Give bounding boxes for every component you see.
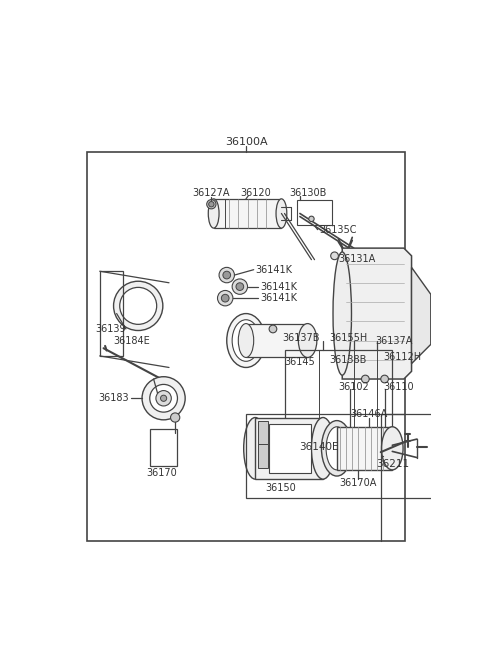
Text: 36135C: 36135C — [319, 224, 357, 235]
Bar — [258, 445, 268, 468]
Circle shape — [309, 216, 314, 222]
Text: 36138B: 36138B — [329, 355, 367, 365]
Bar — [297, 200, 332, 225]
Text: 36211: 36211 — [376, 459, 409, 469]
Circle shape — [223, 271, 230, 279]
Text: 36127A: 36127A — [192, 188, 230, 197]
Circle shape — [236, 283, 244, 291]
Text: 36150: 36150 — [265, 483, 296, 493]
Circle shape — [150, 384, 178, 412]
Text: 36141K: 36141K — [255, 264, 292, 275]
Ellipse shape — [326, 427, 348, 470]
Circle shape — [217, 291, 233, 306]
Text: 36139: 36139 — [95, 324, 126, 334]
Text: 36141K: 36141K — [260, 281, 297, 292]
Text: 36112H: 36112H — [383, 352, 421, 363]
Text: 36184E: 36184E — [114, 335, 150, 346]
Ellipse shape — [208, 199, 219, 228]
Bar — [269, 424, 312, 473]
Ellipse shape — [312, 417, 335, 479]
Bar — [246, 414, 446, 499]
Bar — [255, 417, 323, 479]
Text: 36170A: 36170A — [339, 478, 376, 488]
Circle shape — [209, 201, 214, 207]
Ellipse shape — [382, 427, 403, 470]
Circle shape — [361, 375, 369, 383]
Bar — [86, 152, 406, 541]
Circle shape — [156, 390, 171, 406]
Text: 36140E: 36140E — [300, 441, 339, 452]
Ellipse shape — [299, 323, 317, 358]
Circle shape — [120, 287, 156, 324]
Ellipse shape — [227, 314, 265, 367]
Ellipse shape — [244, 417, 267, 479]
Bar — [258, 421, 268, 445]
Circle shape — [207, 199, 216, 209]
Text: 36130B: 36130B — [289, 188, 326, 197]
Circle shape — [160, 395, 167, 401]
Ellipse shape — [238, 323, 254, 358]
Bar — [337, 427, 392, 470]
Circle shape — [269, 325, 277, 333]
Text: 36102: 36102 — [338, 382, 369, 392]
Text: 36183: 36183 — [98, 393, 129, 403]
Polygon shape — [342, 248, 411, 379]
Circle shape — [381, 375, 388, 383]
Bar — [214, 199, 281, 228]
Polygon shape — [411, 268, 431, 363]
Text: 36170: 36170 — [146, 468, 177, 478]
Text: 36137A: 36137A — [375, 335, 413, 346]
Circle shape — [142, 377, 185, 420]
Text: 36145: 36145 — [285, 357, 315, 367]
Ellipse shape — [276, 199, 287, 228]
Circle shape — [114, 281, 163, 331]
Text: 36120: 36120 — [240, 188, 271, 197]
Circle shape — [219, 268, 234, 283]
Ellipse shape — [232, 319, 260, 361]
Text: 36146A: 36146A — [350, 409, 388, 419]
Bar — [285, 350, 392, 438]
Circle shape — [331, 252, 338, 260]
Ellipse shape — [322, 420, 352, 476]
Circle shape — [221, 295, 229, 302]
Circle shape — [170, 413, 180, 422]
Text: 36137B: 36137B — [282, 333, 320, 343]
Bar — [150, 429, 178, 466]
Text: 36155H: 36155H — [329, 333, 367, 343]
Text: 36100A: 36100A — [225, 137, 267, 147]
Text: 36141K: 36141K — [260, 293, 297, 303]
Circle shape — [232, 279, 248, 295]
Ellipse shape — [333, 252, 351, 375]
Bar — [246, 323, 308, 358]
Text: 36110: 36110 — [383, 382, 414, 392]
Text: 36131A: 36131A — [338, 254, 376, 264]
